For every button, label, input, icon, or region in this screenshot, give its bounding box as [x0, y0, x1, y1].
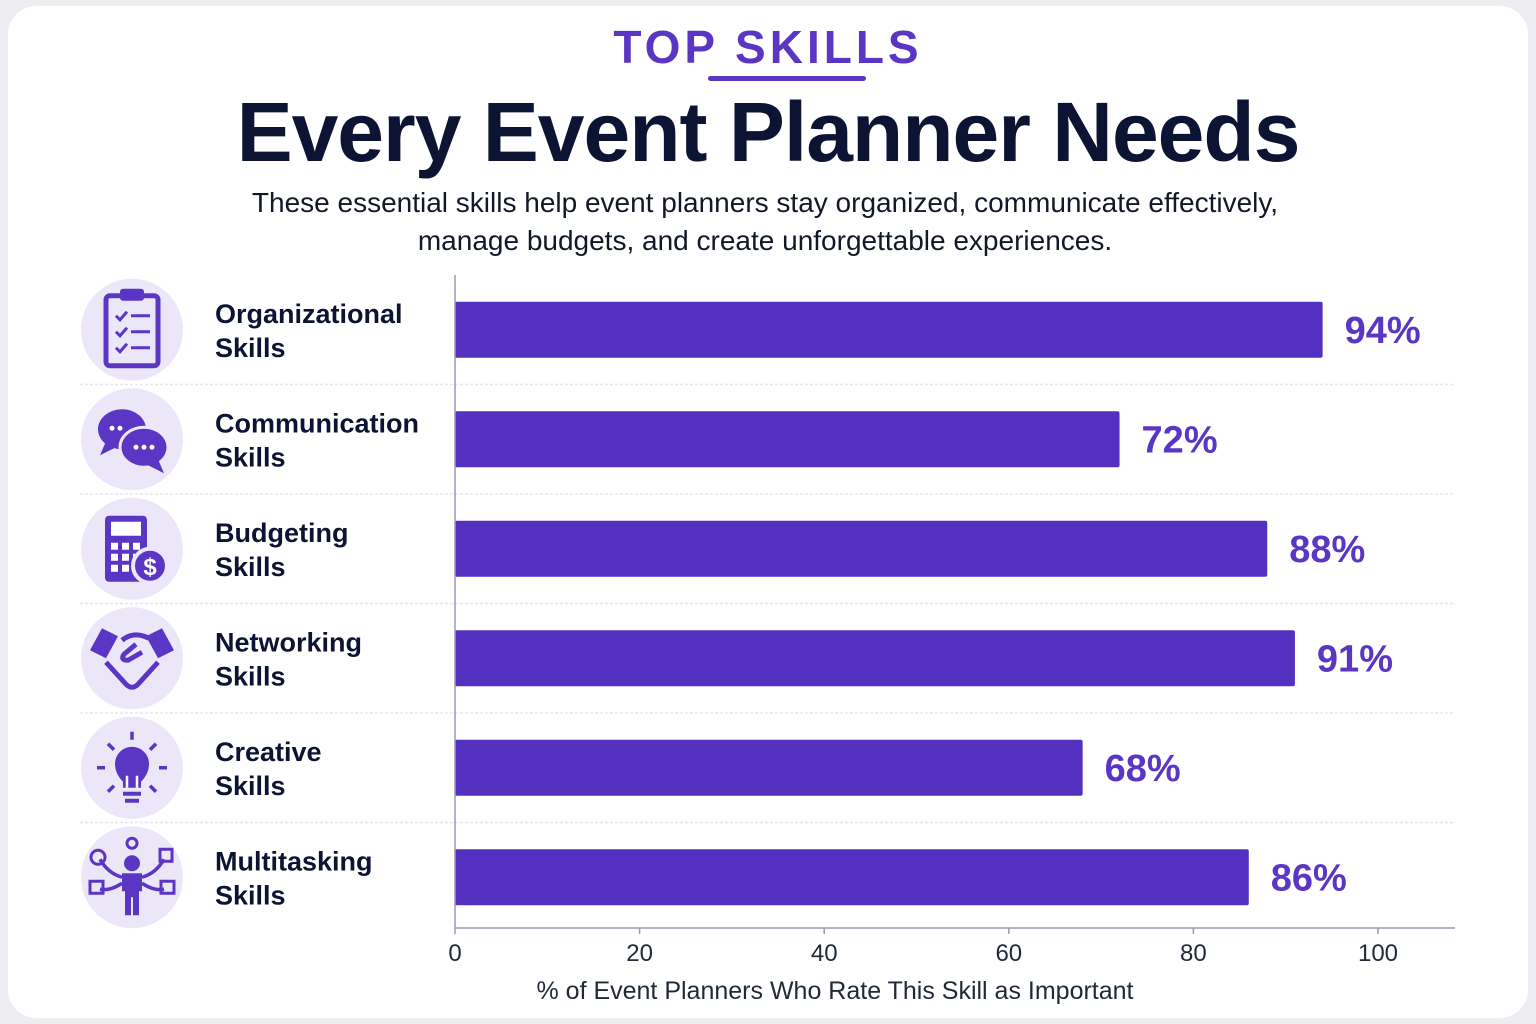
x-axis-label: % of Event Planners Who Rate This Skill …: [536, 977, 1133, 1005]
clipboard-checklist-icon: [103, 288, 161, 369]
category-label: Organizational: [215, 299, 403, 329]
subtitle-line-2: manage budgets, and create unforgettable…: [417, 225, 1113, 256]
subtitle-line-1: These essential skills help event planne…: [251, 187, 1279, 218]
x-tick-label: 0: [448, 940, 461, 967]
category-label: Communication: [215, 408, 419, 438]
bar-2: [455, 411, 1120, 468]
category-label: Creative: [215, 737, 322, 767]
bar-4: [455, 630, 1295, 687]
category-label: Skills: [215, 771, 286, 801]
page-title: Every Event Planner Needs: [236, 85, 1301, 179]
svg-text:$: $: [143, 554, 157, 581]
bar-3: [455, 520, 1268, 577]
category-label: Skills: [215, 661, 286, 691]
multitasking-person-icon: [88, 836, 176, 916]
data-label: 68%: [1105, 748, 1181, 790]
data-label: 88%: [1289, 529, 1365, 571]
data-label: 72%: [1142, 419, 1218, 461]
bar-1: [455, 301, 1323, 358]
category-label: Skills: [215, 880, 286, 910]
data-label: 91%: [1317, 638, 1393, 680]
data-label: 94%: [1345, 310, 1421, 352]
category-label: Networking: [215, 627, 362, 657]
category-label: Multitasking: [215, 846, 373, 876]
x-tick-label: 40: [811, 940, 838, 967]
lightbulb-icon: [97, 731, 167, 803]
category-label: Budgeting: [215, 518, 348, 548]
x-tick-label: 100: [1358, 940, 1398, 967]
data-label: 86%: [1271, 857, 1347, 899]
bar-5: [455, 739, 1083, 796]
category-label: Skills: [215, 333, 286, 363]
category-label: Skills: [215, 442, 286, 472]
x-tick-label: 80: [1180, 940, 1207, 967]
subtitle: These essential skills help event planne…: [0, 184, 1530, 260]
eyebrow-heading: TOP SKILLS: [613, 21, 923, 73]
eyebrow-underline: [708, 76, 866, 81]
handshake-icon: [90, 628, 174, 690]
x-tick-label: 60: [995, 940, 1022, 967]
x-tick-label: 20: [626, 940, 653, 967]
bar-6: [455, 849, 1249, 906]
category-label: Skills: [215, 552, 286, 582]
calculator-dollar-icon: $: [105, 515, 169, 585]
chat-bubbles-icon: [98, 409, 170, 474]
